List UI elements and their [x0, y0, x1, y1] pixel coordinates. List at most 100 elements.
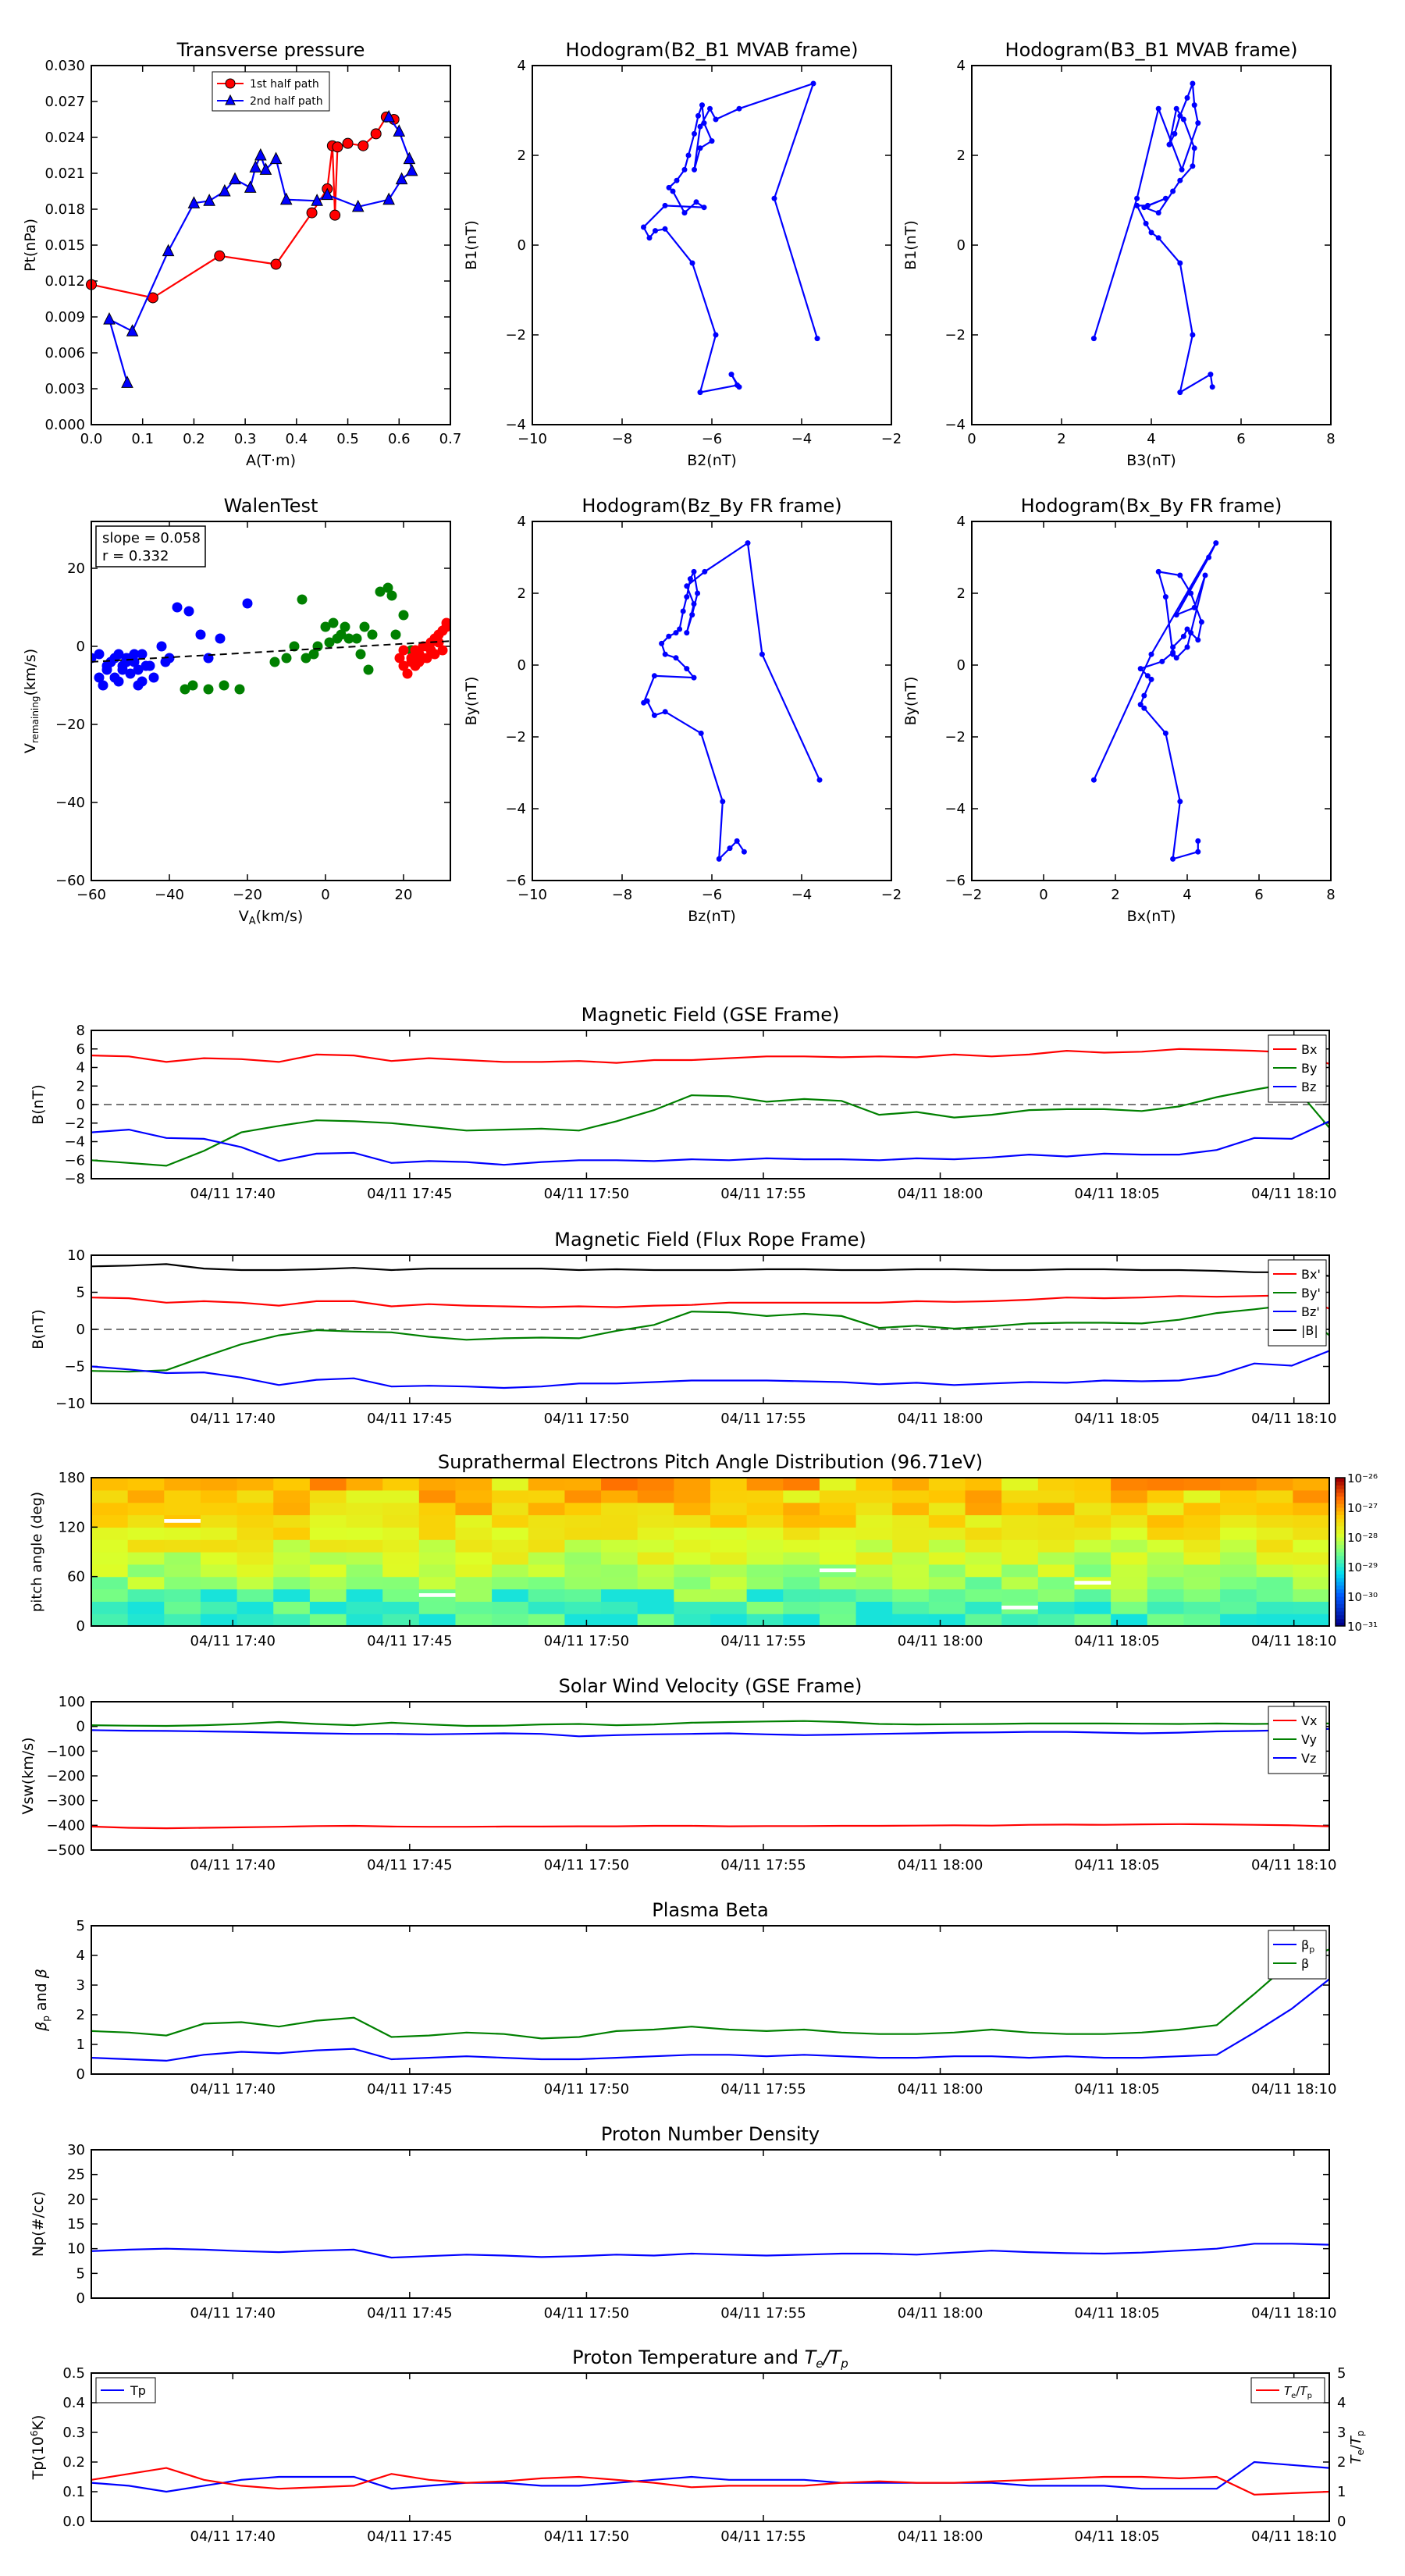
panel-beta: Plasma Beta 04/11 17:40 04/11 17:45 04/11 1… — [33, 1899, 1336, 2097]
heatmap-cell — [237, 1478, 274, 1491]
heatmap-cell — [564, 1514, 602, 1528]
heatmap-cell — [710, 1589, 748, 1602]
y2-tick-label: 2 — [1337, 2454, 1346, 2471]
chart-title: Magnetic Field (Flux Rope Frame) — [554, 1229, 866, 1251]
heatmap-cell — [91, 1564, 129, 1578]
heatmap-cell — [346, 1539, 383, 1553]
heatmap-cell — [892, 1489, 930, 1503]
data-point — [693, 199, 699, 205]
x-tick-label: 4 — [1183, 887, 1191, 903]
data-point — [94, 672, 105, 683]
heatmap-cell — [710, 1502, 748, 1516]
chart-title: Hodogram(B3_B1 MVAB frame) — [1005, 39, 1298, 61]
heatmap-cell — [710, 1601, 748, 1614]
y-tick-label: 0.000 — [44, 417, 85, 433]
heatmap-cell — [346, 1489, 383, 1503]
heatmap-cell — [418, 1614, 457, 1627]
data-point — [662, 709, 668, 715]
heatmap-cell — [637, 1478, 674, 1491]
data-point — [340, 621, 350, 632]
colorbar-segment — [1336, 1548, 1345, 1553]
heatmap-cell — [1037, 1552, 1076, 1565]
panel-mag_gse: Magnetic Field (GSE Frame) 04/11 17:40 04/… — [30, 1004, 1336, 1202]
y-tick-label: 2 — [76, 2007, 85, 2023]
heatmap-cell — [928, 1489, 966, 1503]
heatmap-cell — [382, 1514, 420, 1528]
heatmap-cell — [1037, 1576, 1076, 1590]
x-tick-label: 04/11 17:55 — [720, 1633, 806, 1649]
colorbar-tick-label: 10⁻²⁶ — [1347, 1471, 1378, 1485]
heatmap-cell — [237, 1539, 274, 1553]
heatmap-cell — [564, 1478, 602, 1491]
colorbar-tick-label: 10⁻²⁹ — [1347, 1560, 1378, 1574]
colorbar-segment — [1336, 1589, 1345, 1593]
heatmap-cell — [601, 1539, 638, 1553]
y-tick-label: 4 — [76, 1060, 85, 1076]
colorbar-segment — [1336, 1507, 1345, 1512]
y2-tick-label: 5 — [1337, 2365, 1346, 2382]
data-point — [1202, 572, 1208, 578]
series-line — [1093, 543, 1217, 860]
colorbar-segment — [1336, 1537, 1345, 1542]
heatmap-cell — [928, 1601, 966, 1614]
heatmap-cell — [273, 1489, 311, 1503]
plot-frame — [532, 65, 892, 425]
heatmap-cell — [1220, 1514, 1257, 1528]
colorbar-segment — [1336, 1555, 1345, 1560]
heatmap-cell — [91, 1601, 129, 1614]
heatmap-cell — [746, 1601, 784, 1614]
data-point — [1190, 332, 1196, 338]
x-tick-label: 04/11 17:55 — [720, 1186, 806, 1202]
heatmap-cell — [564, 1502, 602, 1516]
heatmap-cell — [928, 1564, 966, 1578]
heatmap-cell — [1293, 1552, 1330, 1565]
legend-label: By' — [1301, 1286, 1321, 1300]
data-point — [697, 123, 703, 130]
x-tick-label: 04/11 18:00 — [898, 1186, 983, 1202]
heatmap-cell — [346, 1614, 383, 1627]
colorbar-segment — [1336, 1585, 1345, 1589]
heatmap-cell — [164, 1489, 201, 1503]
heatmap-cell — [710, 1514, 748, 1528]
heatmap-cell — [528, 1527, 566, 1540]
heatmap-cell — [819, 1539, 857, 1553]
data-point — [1090, 336, 1097, 342]
data-point — [1141, 705, 1147, 711]
heatmap-cell — [346, 1564, 383, 1578]
heatmap-cell — [455, 1614, 493, 1627]
chart-title: WalenTest — [224, 495, 318, 517]
heatmap-cell — [819, 1601, 857, 1614]
heatmap-cell — [928, 1552, 966, 1565]
series-line — [91, 1823, 1330, 1830]
heatmap-cell — [1220, 1589, 1257, 1602]
y-tick-label: 0.3 — [62, 2425, 85, 2441]
x-tick-label: 04/11 18:05 — [1074, 1857, 1159, 1873]
data-point — [103, 311, 116, 325]
x-tick-label: 8 — [1326, 887, 1335, 903]
data-point — [741, 849, 747, 855]
heatmap-cell — [1037, 1527, 1076, 1540]
heatmap-cell — [1183, 1614, 1221, 1627]
colorbar-frame — [1335, 1477, 1346, 1627]
heatmap-cell — [346, 1502, 383, 1516]
heatmap-cell — [855, 1489, 893, 1503]
data-point — [810, 80, 816, 87]
heatmap-cell — [1293, 1478, 1330, 1491]
heatmap-cell — [819, 1502, 857, 1516]
heatmap-cell — [1111, 1576, 1148, 1590]
heatmap-cell — [1183, 1478, 1221, 1491]
panel-transverse_pressure: Transverse pressure 0.0 0.1 0.2 0.3 0.4 0.5 0.6… — [22, 39, 461, 469]
heatmap-cell — [1293, 1576, 1330, 1590]
heatmap-cell — [783, 1576, 820, 1590]
data-point — [1137, 666, 1144, 672]
data-point — [673, 655, 679, 661]
heatmap-cell — [1074, 1478, 1112, 1491]
data-point — [172, 602, 183, 613]
y-tick-label: −4 — [64, 1134, 85, 1151]
data-point — [684, 594, 690, 600]
data-point — [342, 137, 354, 149]
y-axis-label: B(nT) — [30, 1084, 47, 1125]
legend-label: Bz — [1301, 1080, 1316, 1094]
legend-label: Tp — [130, 2383, 146, 2398]
heatmap-cell — [637, 1552, 674, 1565]
